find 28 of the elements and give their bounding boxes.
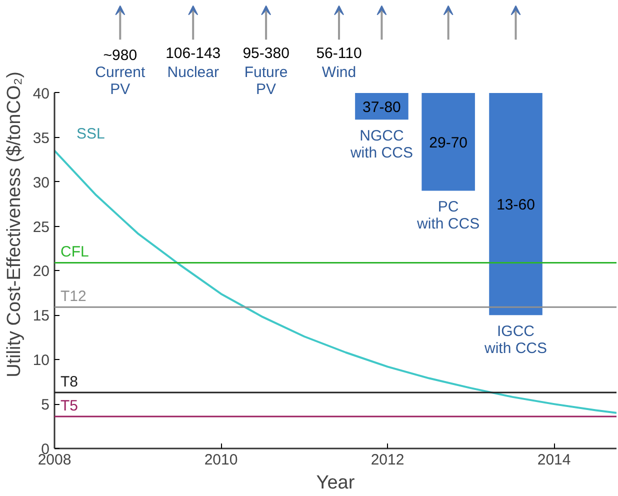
- y-tick-label: 5: [41, 396, 50, 414]
- x-tick-label: 2010: [204, 452, 238, 468]
- annotation: ~980 Current PV: [95, 46, 146, 98]
- ref-line-label: T5: [60, 398, 78, 414]
- ref-line-label: T12: [60, 288, 86, 306]
- x-tick-label: 2014: [537, 452, 571, 468]
- x-tick-label: 2012: [370, 452, 404, 468]
- text: 56-110 Wind: [316, 44, 362, 81]
- annotation: 95-380 Future PV: [242, 44, 290, 98]
- y-tick-label: 30: [32, 174, 50, 192]
- annotation: IGCC with CCS: [484, 323, 548, 358]
- y-tick-label: 35: [32, 130, 50, 147]
- y-tick-label: 10: [32, 352, 50, 370]
- y-tick-label: 20: [32, 263, 50, 280]
- data-label: 29-70: [429, 134, 468, 152]
- x-axis-title: Year: [316, 472, 356, 494]
- y-tick-label: 15: [32, 308, 50, 325]
- series-label: SSL: [76, 126, 105, 143]
- y-axis-title: Utility Cost-Effectiveness ($/tonCO₂): [4, 72, 25, 378]
- ref-line-label: CFL: [60, 244, 89, 261]
- annotation: PC with CCS: [416, 198, 480, 233]
- annotation: NGCC with CCS: [349, 128, 413, 162]
- data-label: 13-60: [496, 196, 535, 214]
- ref-line-label: T8: [60, 374, 78, 390]
- y-tick-label: 25: [32, 218, 50, 236]
- data-label: 37-80: [362, 98, 401, 116]
- y-tick-label: 40: [32, 85, 50, 102]
- text: 106-143 Nuclear: [166, 44, 221, 81]
